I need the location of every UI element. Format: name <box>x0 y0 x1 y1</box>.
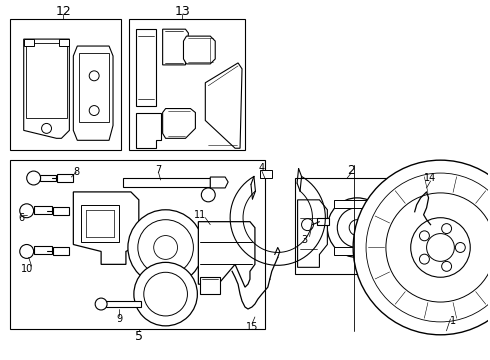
Circle shape <box>349 220 365 235</box>
Circle shape <box>144 272 188 316</box>
Polygon shape <box>123 178 210 187</box>
Circle shape <box>26 171 41 185</box>
Text: 7: 7 <box>155 165 162 175</box>
Circle shape <box>138 220 194 275</box>
Polygon shape <box>198 222 255 287</box>
Polygon shape <box>34 247 51 255</box>
Circle shape <box>337 208 377 247</box>
Polygon shape <box>24 39 34 46</box>
Circle shape <box>301 219 314 231</box>
Polygon shape <box>205 63 242 148</box>
Polygon shape <box>163 29 189 65</box>
Text: 13: 13 <box>174 5 190 18</box>
Circle shape <box>42 123 51 133</box>
Text: 12: 12 <box>55 5 71 18</box>
Polygon shape <box>34 206 51 214</box>
Text: 9: 9 <box>116 314 122 324</box>
Circle shape <box>89 71 99 81</box>
Circle shape <box>427 234 454 261</box>
Circle shape <box>411 218 470 277</box>
Text: 14: 14 <box>424 173 437 183</box>
Polygon shape <box>136 29 156 105</box>
Text: 10: 10 <box>21 264 33 274</box>
Bar <box>10 19 121 150</box>
Polygon shape <box>40 175 56 181</box>
Polygon shape <box>53 207 70 215</box>
Polygon shape <box>74 192 139 264</box>
Circle shape <box>201 188 215 202</box>
Polygon shape <box>200 277 220 294</box>
Polygon shape <box>59 39 70 46</box>
Polygon shape <box>183 36 215 64</box>
Polygon shape <box>24 39 70 138</box>
Text: 4: 4 <box>259 163 265 173</box>
Polygon shape <box>57 174 74 182</box>
Circle shape <box>134 262 197 326</box>
Circle shape <box>327 198 387 257</box>
Polygon shape <box>136 113 161 148</box>
Circle shape <box>441 261 452 271</box>
Circle shape <box>20 244 34 258</box>
Polygon shape <box>297 200 327 267</box>
Polygon shape <box>334 247 381 255</box>
Polygon shape <box>74 46 113 140</box>
Circle shape <box>20 204 34 218</box>
Bar <box>294 178 399 274</box>
Circle shape <box>353 160 490 335</box>
Circle shape <box>128 210 203 285</box>
Polygon shape <box>79 53 109 122</box>
Text: 11: 11 <box>194 210 206 220</box>
Circle shape <box>366 173 490 322</box>
Circle shape <box>441 224 452 234</box>
Circle shape <box>95 298 107 310</box>
Text: 15: 15 <box>246 322 258 332</box>
Polygon shape <box>210 177 228 188</box>
Polygon shape <box>260 170 272 178</box>
Polygon shape <box>25 43 68 118</box>
Text: 3: 3 <box>301 234 308 244</box>
Circle shape <box>419 254 429 264</box>
Circle shape <box>154 235 177 260</box>
Text: 2: 2 <box>347 163 355 176</box>
Polygon shape <box>163 109 196 138</box>
Text: 8: 8 <box>74 167 79 177</box>
Text: 5: 5 <box>135 330 143 343</box>
Polygon shape <box>106 301 141 307</box>
Text: 1: 1 <box>450 316 457 326</box>
Polygon shape <box>81 205 119 242</box>
Bar <box>129 19 245 150</box>
Text: 6: 6 <box>19 213 25 223</box>
Polygon shape <box>318 218 329 225</box>
Bar <box>10 160 265 329</box>
Polygon shape <box>53 247 70 255</box>
Circle shape <box>89 105 99 116</box>
Polygon shape <box>334 200 381 208</box>
Circle shape <box>455 243 466 252</box>
Circle shape <box>386 193 490 302</box>
Circle shape <box>419 231 429 241</box>
